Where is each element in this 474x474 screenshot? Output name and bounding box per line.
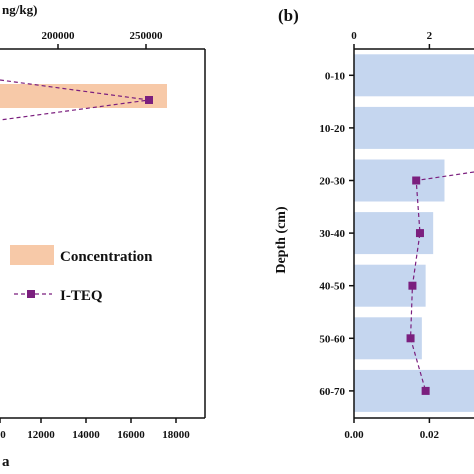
bottom-tick-label: 0.00 xyxy=(344,429,364,441)
top-tick-label: 200000 xyxy=(42,30,76,42)
bottom-tick-label: 18000 xyxy=(162,429,190,441)
legend: Concentration I-TEQ xyxy=(10,245,153,304)
bar xyxy=(354,54,474,97)
top-tick-label: 2 xyxy=(427,30,433,42)
category-label: 40-50 xyxy=(319,281,345,293)
bottom-tick-label: 12000 xyxy=(27,429,55,441)
iteq-line xyxy=(409,171,474,392)
top-axis-label: ng/kg) xyxy=(2,2,37,17)
category-label: 50-60 xyxy=(319,333,345,345)
bottom-panel-label: a xyxy=(2,454,10,470)
bottom-tick-label: 16000 xyxy=(117,429,145,441)
iteq-point xyxy=(412,176,421,185)
category-label: 60-70 xyxy=(319,386,345,398)
legend-swatch-concentration xyxy=(10,245,54,265)
iteq-point xyxy=(415,229,424,238)
iteq-point xyxy=(421,386,430,395)
bar-concentration xyxy=(0,84,167,108)
panel-a: ng/kg) 200000 250000 Concentration I-TEQ… xyxy=(0,2,206,470)
iteq-point xyxy=(406,334,415,343)
category-label: 30-40 xyxy=(319,228,345,240)
category-label: 20-30 xyxy=(319,176,345,188)
iteq-point xyxy=(408,281,417,290)
bars-concentration xyxy=(354,54,474,412)
bottom-tick-label: 0 xyxy=(0,429,6,441)
bar xyxy=(354,106,474,149)
legend-marker-iteq xyxy=(27,290,35,298)
category-label: 10-20 xyxy=(319,123,345,135)
y-axis-title: Depth (cm) xyxy=(274,206,289,274)
top-tick-label: 250000 xyxy=(130,30,164,42)
legend-label-concentration: Concentration xyxy=(60,249,153,265)
category-label: 0-10 xyxy=(325,70,346,82)
bottom-ticks: 0.00 0.02 xyxy=(344,418,440,441)
bar xyxy=(354,159,445,202)
panel-label: (b) xyxy=(278,6,299,25)
iteq-series xyxy=(406,171,474,395)
bar xyxy=(354,369,474,412)
bottom-tick-label: 14000 xyxy=(72,429,100,441)
top-tick-label: 0 xyxy=(351,30,357,42)
iteq-point xyxy=(145,96,153,104)
bottom-tick-label: 0.02 xyxy=(420,429,440,441)
category-labels: 0-10 10-20 20-30 30-40 40-50 50-60 60-70 xyxy=(319,70,354,398)
legend-label-iteq: I-TEQ xyxy=(60,288,103,304)
bottom-ticks: 0 12000 14000 16000 18000 xyxy=(0,418,190,441)
